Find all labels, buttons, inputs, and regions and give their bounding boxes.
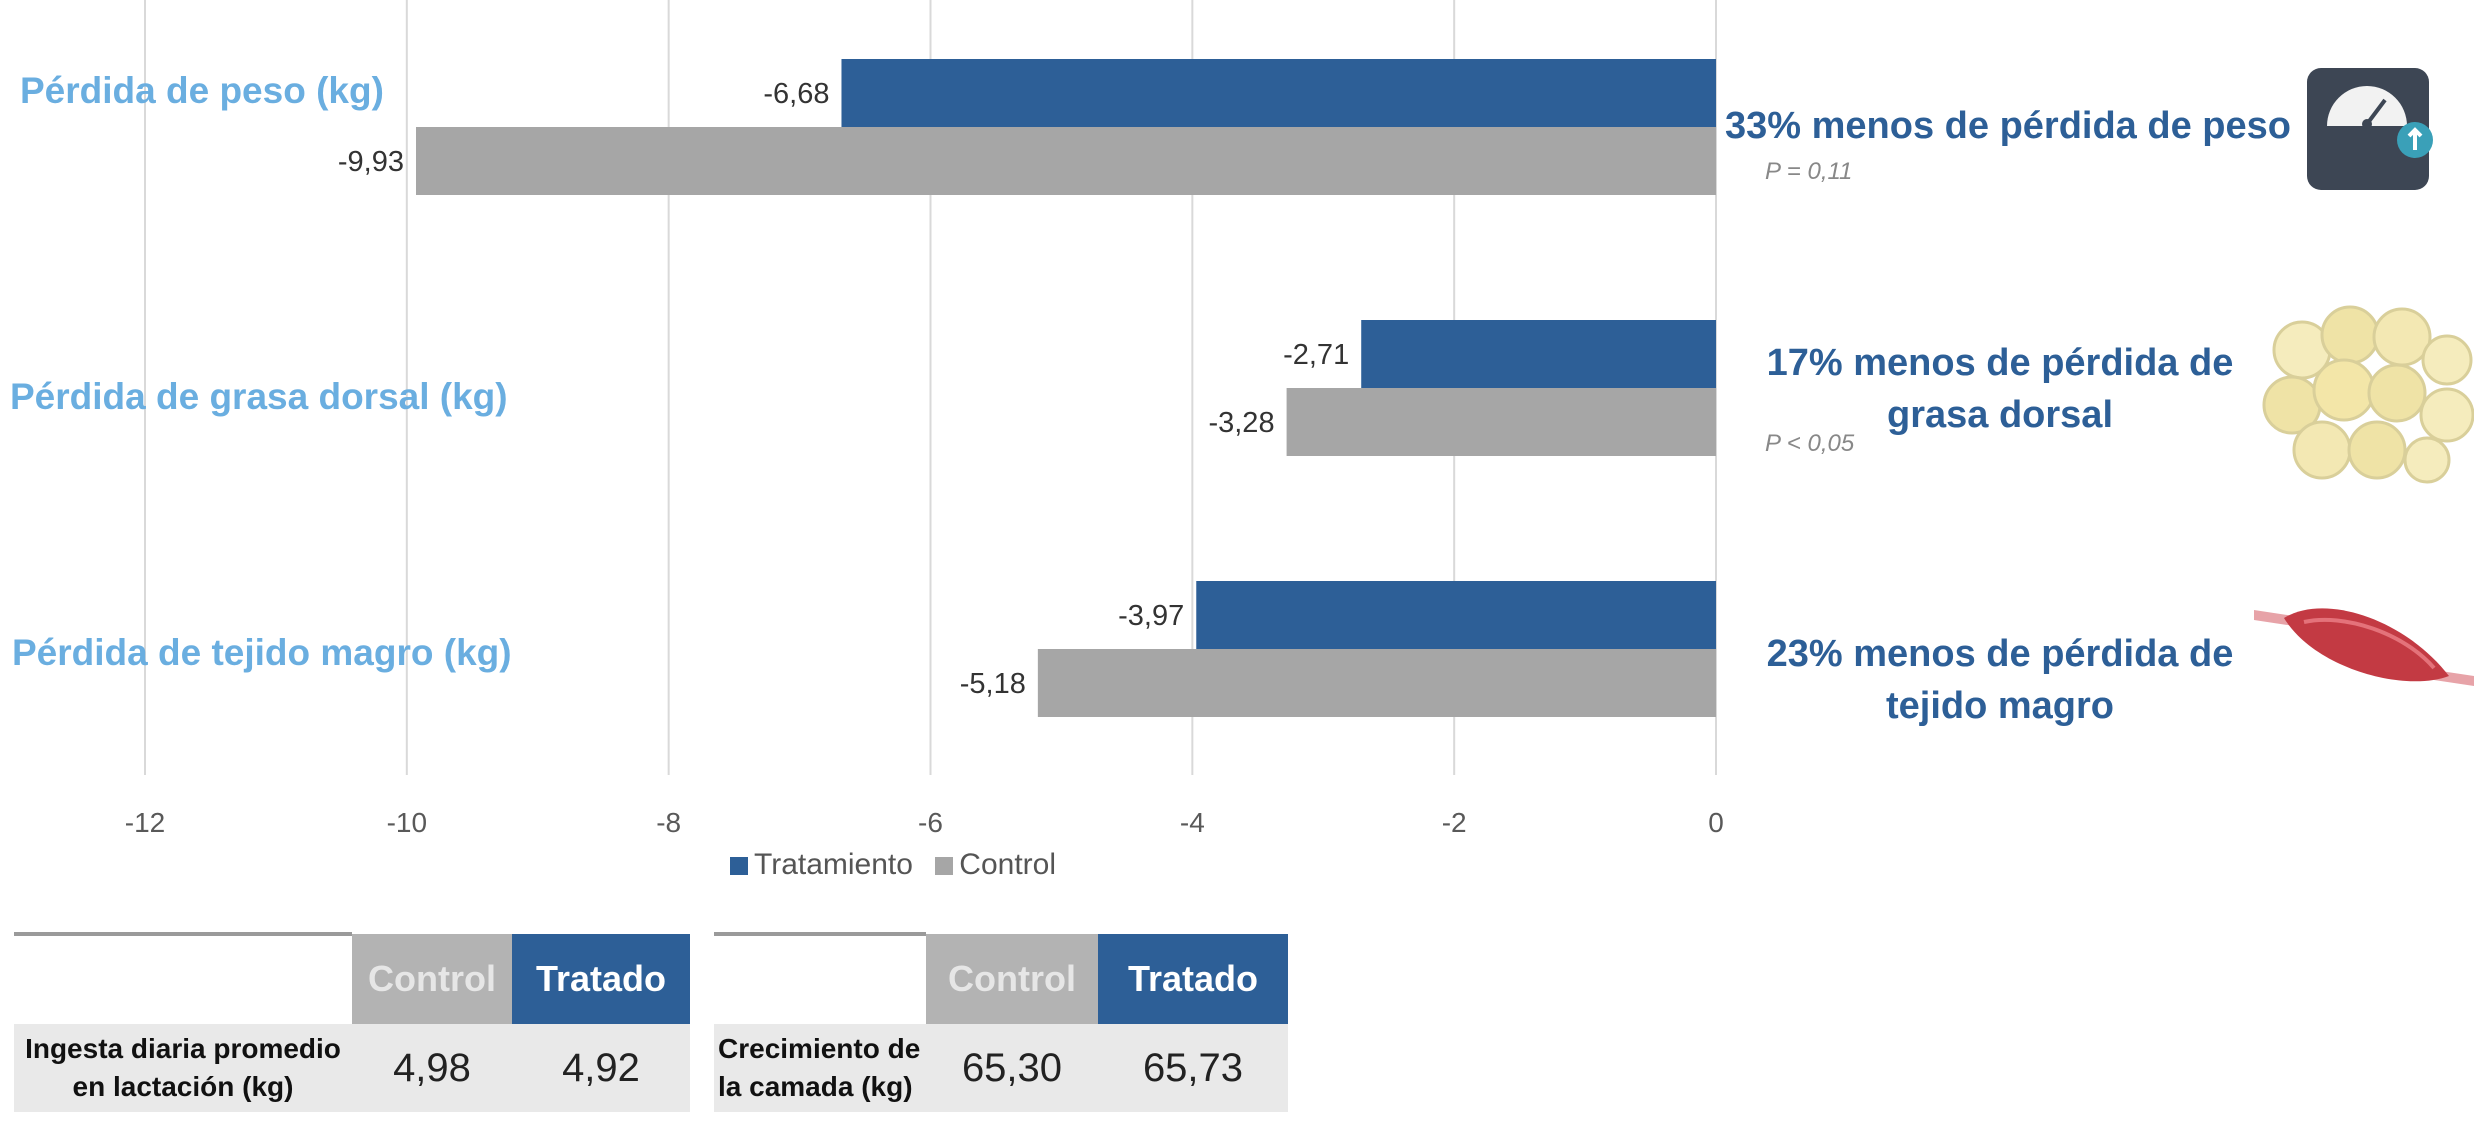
litter-table-header-treated: Tratado [1098, 934, 1288, 1024]
scale-icon [2307, 68, 2433, 190]
litter-table-corner [714, 932, 926, 1024]
p-value-weight: P = 0,11 [1765, 158, 1853, 185]
fat-cells-icon [2262, 305, 2474, 484]
bar-control [1037, 649, 1716, 717]
data-label-treatment: -3,97 [1118, 600, 1184, 632]
litter-table-header-control: Control [926, 934, 1098, 1024]
bar-treatment [841, 59, 1716, 127]
annotation-lean: 23% menos de pérdida de tejido magro [1766, 633, 2234, 727]
x-tick-label: -12 [125, 807, 165, 838]
intake-table-header-treated: Tratado [512, 934, 690, 1024]
legend-swatch-control [935, 857, 954, 876]
legend-item-control: Control [935, 848, 1056, 881]
bar-control [415, 127, 1716, 195]
category-label-weight: Pérdida de peso (kg) [20, 70, 384, 111]
p-value-backfat: P < 0,05 [1765, 430, 1855, 457]
legend-item-treatment: Tratamiento [730, 848, 913, 881]
chart-legend: Tratamiento Control [730, 848, 1070, 882]
legend-label-treatment: Tratamiento [754, 848, 913, 881]
intake-table-control-value: 4,98 [352, 1024, 512, 1112]
data-label-treatment: -6,68 [763, 78, 829, 110]
litter-table: Control Tratado Crecimiento de la camada… [714, 932, 1288, 1112]
muscle-icon [2254, 608, 2474, 686]
data-label-treatment: -2,71 [1283, 339, 1349, 371]
annotation-backfat: 17% menos de pérdida de grasa dorsal [1766, 342, 2234, 436]
x-tick-label: -6 [918, 807, 943, 838]
category-label-lean: Pérdida de tejido magro (kg) [12, 632, 512, 673]
x-tick-label: -8 [656, 807, 681, 838]
bar-control [1286, 388, 1716, 456]
category-label-backfat: Pérdida de grasa dorsal (kg) [10, 376, 508, 417]
intake-table-header-control: Control [352, 934, 512, 1024]
data-label-control: -5,18 [960, 668, 1026, 700]
x-tick-label: 0 [1708, 807, 1724, 838]
litter-table-control-value: 65,30 [926, 1024, 1098, 1112]
bar-treatment [1361, 320, 1716, 388]
data-label-control: -9,93 [338, 146, 404, 178]
x-tick-label: -10 [387, 807, 427, 838]
intake-table-row-label: Ingesta diaria promedio en lactación (kg… [14, 1024, 352, 1112]
legend-swatch-treatment [730, 857, 748, 876]
litter-table-treated-value: 65,73 [1098, 1024, 1288, 1112]
x-tick-label: -2 [1442, 807, 1467, 838]
intake-table-treated-value: 4,92 [512, 1024, 690, 1112]
data-label-control: -3,28 [1208, 407, 1274, 439]
intake-table: Control Tratado Ingesta diaria promedio … [14, 932, 690, 1112]
annotation-weight: 33% menos de pérdida de peso [1725, 105, 2291, 147]
x-tick-label: -4 [1180, 807, 1205, 838]
litter-table-row-label: Crecimiento de la camada (kg) [714, 1024, 926, 1112]
intake-table-corner [14, 932, 352, 1024]
legend-label-control: Control [959, 848, 1057, 881]
bar-treatment [1196, 581, 1716, 649]
